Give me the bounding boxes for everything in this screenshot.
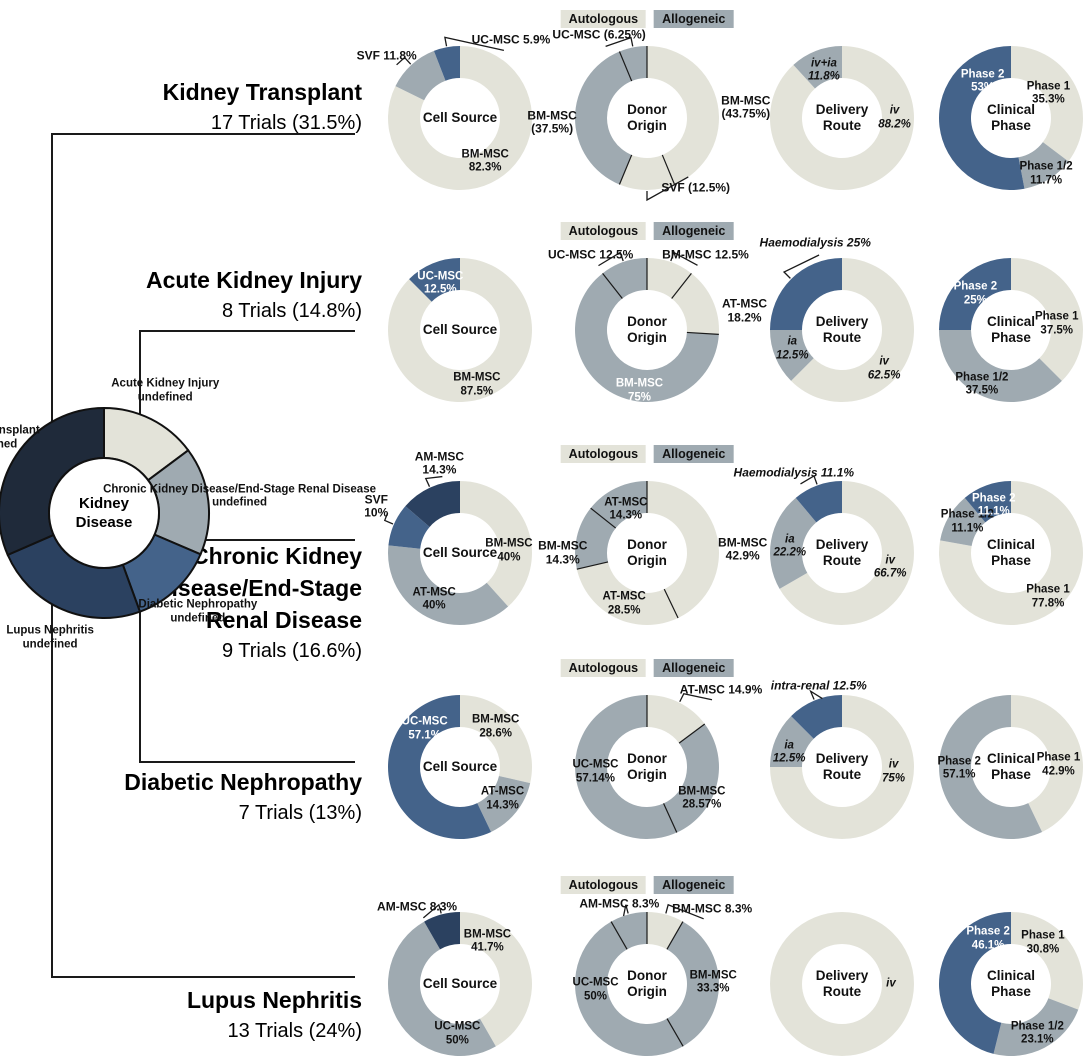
legend-chip-allogeneic: Allogeneic bbox=[654, 10, 734, 28]
slice-label: BM-MSC 42.9% bbox=[718, 535, 768, 563]
slice-label: intra-renal 12.5% bbox=[770, 678, 867, 693]
donut-cell-source-row2: BM-MSC 87.5% UC-MSC 12.5% Cell Source bbox=[388, 258, 532, 402]
legend-chip-autologous: Autologous bbox=[560, 659, 647, 677]
legend-chip-autologous: Autologous bbox=[560, 10, 647, 28]
donor-origin-legend: Autologous Allogeneic bbox=[560, 876, 734, 894]
legend-chip-allogeneic: Allogeneic bbox=[654, 876, 734, 894]
donut-donor-origin-row3: BM-MSC 42.9% AT-MSC 28.5% BM-MSC 14.3% AT-MSC 1… bbox=[538, 481, 767, 625]
tree-connector-line bbox=[52, 133, 355, 135]
donut-cell-source-row1: BM-MSC 82.3% SVF 11.8% UC-MSC 5.9% Cell Sour… bbox=[357, 32, 550, 190]
disease-trials-count: 7 Trials (13%) bbox=[238, 802, 362, 824]
legend-chip-allogeneic: Allogeneic bbox=[654, 222, 734, 240]
donut-cell-source-row5: BM-MSC 41.7% UC-MSC 50% AM-MSC 8.3% Cell Sour… bbox=[377, 899, 532, 1056]
donut-donor-origin-row1: BM-MSC (43.75%) SVF (12.5%) BM-MSC (37.5%) UC… bbox=[527, 28, 770, 202]
donut-clinical-phase-row2: Phase 1 37.5% Phase 1/2 37.5% Phase 2 25% Clin… bbox=[939, 258, 1083, 402]
donut-delivery-route-row1: iv 88.2% iv+ia 11.8% Delivery Route bbox=[770, 46, 914, 190]
disease-title-line: Acute Kidney Injury bbox=[146, 267, 362, 293]
disease-title-1: Kidney Transplant 17 Trials (31.5%) bbox=[163, 76, 362, 138]
donut-clinical-phase-row1: Phase 1 35.3% Phase 1/2 11.7% Phase 2 53% Clin… bbox=[939, 46, 1083, 190]
tree-connector-line bbox=[140, 761, 355, 763]
disease-title-line: Lupus Nephritis bbox=[186, 987, 362, 1013]
slice-label: UC-MSC 5.9% bbox=[471, 31, 551, 46]
donut-cell-source-row3: BM-MSC 40% AT-MSC 40% SVF 10% AM-MSC 14.3% Cell … bbox=[364, 450, 533, 625]
slice-label: AT-MSC 18.2% bbox=[721, 296, 768, 325]
tree-connector-line bbox=[140, 330, 355, 332]
disease-title-5: Lupus Nephritis 13 Trials (24%) bbox=[187, 984, 362, 1046]
donut-clinical-phase-row3: Phase 1 77.8% Phase 1/2 11.1% Phase 2 11.1% Cl… bbox=[939, 481, 1083, 625]
slice-label: SVF 10% bbox=[364, 492, 389, 520]
disease-trials-count: 13 Trials (24%) bbox=[227, 1020, 363, 1042]
donut-clinical-phase-row4: Phase 1 42.9% Phase 2 57.1% Clinical Phase bbox=[937, 695, 1083, 839]
disease-trials-count: 8 Trials (14.8%) bbox=[221, 300, 362, 322]
donor-origin-legend: Autologous Allogeneic bbox=[560, 222, 734, 240]
slice-label: Haemodialysis 25% bbox=[759, 234, 871, 249]
tree-connector-line bbox=[206, 539, 355, 541]
legend-chip-allogeneic: Allogeneic bbox=[654, 445, 734, 463]
donut-delivery-route-row4: iv 75% ia 12.5% intra-renal 12.5% Delivery Rou… bbox=[770, 679, 914, 839]
disease-title-line: Renal Disease bbox=[206, 607, 362, 633]
slice-label: Acute Kidney Injury undefined bbox=[111, 377, 220, 404]
legend-chip-autologous: Autologous bbox=[560, 222, 647, 240]
disease-trials-count: 9 Trials (16.6%) bbox=[221, 640, 362, 662]
donut-clinical-phase-row5: Phase 1 30.8% Phase 1/2 23.1% Phase 2 46.1% Cl… bbox=[938, 912, 1083, 1056]
donor-origin-legend: Autologous Allogeneic bbox=[560, 10, 734, 28]
disease-trials-count: 17 Trials (31.5%) bbox=[210, 112, 362, 134]
tree-connector-line bbox=[52, 976, 355, 978]
slice-label: AM-MSC 14.3% bbox=[414, 449, 465, 477]
donut-donor-origin-row5: BM-MSC 8.3% BM-MSC 33.3% UC-MSC 50% AM-MSC 8.… bbox=[573, 896, 752, 1056]
disease-title-line: Chronic Kidney bbox=[192, 543, 362, 569]
legend-chip-allogeneic: Allogeneic bbox=[654, 659, 734, 677]
donut-delivery-route-row3: iv 66.7% ia 22.2% Haemodialysis 11.1% Deliver… bbox=[734, 466, 914, 625]
donut-donor-origin-row2: BM-MSC 12.5% AT-MSC 18.2% BM-MSC 75% UC-MSC 1… bbox=[548, 248, 767, 404]
donor-origin-legend: Autologous Allogeneic bbox=[560, 659, 734, 677]
donut-donor-origin-row4: AT-MSC 14.9% BM-MSC 28.57% UC-MSC 57.14% Dono… bbox=[572, 683, 762, 839]
legend-chip-autologous: Autologous bbox=[560, 876, 647, 894]
disease-title-3: Chronic Kidney Disease/End-Stage Renal Dis… bbox=[155, 540, 362, 666]
disease-title-2: Acute Kidney Injury 8 Trials (14.8%) bbox=[146, 264, 362, 326]
slice-label: BM-MSC (43.75%) bbox=[721, 93, 771, 121]
disease-title-line: Kidney Transplant bbox=[162, 79, 362, 105]
donut-delivery-route-row2: iv 62.5% ia 12.5% Haemodialysis 25% Delivery R… bbox=[760, 235, 914, 402]
disease-title-line: Disease/End-Stage bbox=[154, 575, 362, 601]
legend-chip-autologous: Autologous bbox=[560, 445, 647, 463]
overview-kidney-disease-donut: Acute Kidney Injury undefined Chronic Kidn… bbox=[0, 378, 376, 650]
disease-title-line: Diabetic Nephropathy bbox=[124, 769, 362, 795]
disease-title-4: Diabetic Nephropathy 7 Trials (13%) bbox=[124, 766, 362, 828]
donor-origin-legend: Autologous Allogeneic bbox=[560, 445, 734, 463]
donut-delivery-route-row5: iv Delivery Route bbox=[770, 912, 914, 1056]
donut-cell-source-row4: BM-MSC 28.6% AT-MSC 14.3% UC-MSC 57.1% Cell So… bbox=[388, 695, 532, 839]
slice-label: Haemodialysis 11.1% bbox=[733, 465, 855, 480]
slice-label: BM-MSC (37.5%) bbox=[527, 108, 577, 136]
slice-label: AM-MSC 8.3% bbox=[579, 895, 660, 910]
